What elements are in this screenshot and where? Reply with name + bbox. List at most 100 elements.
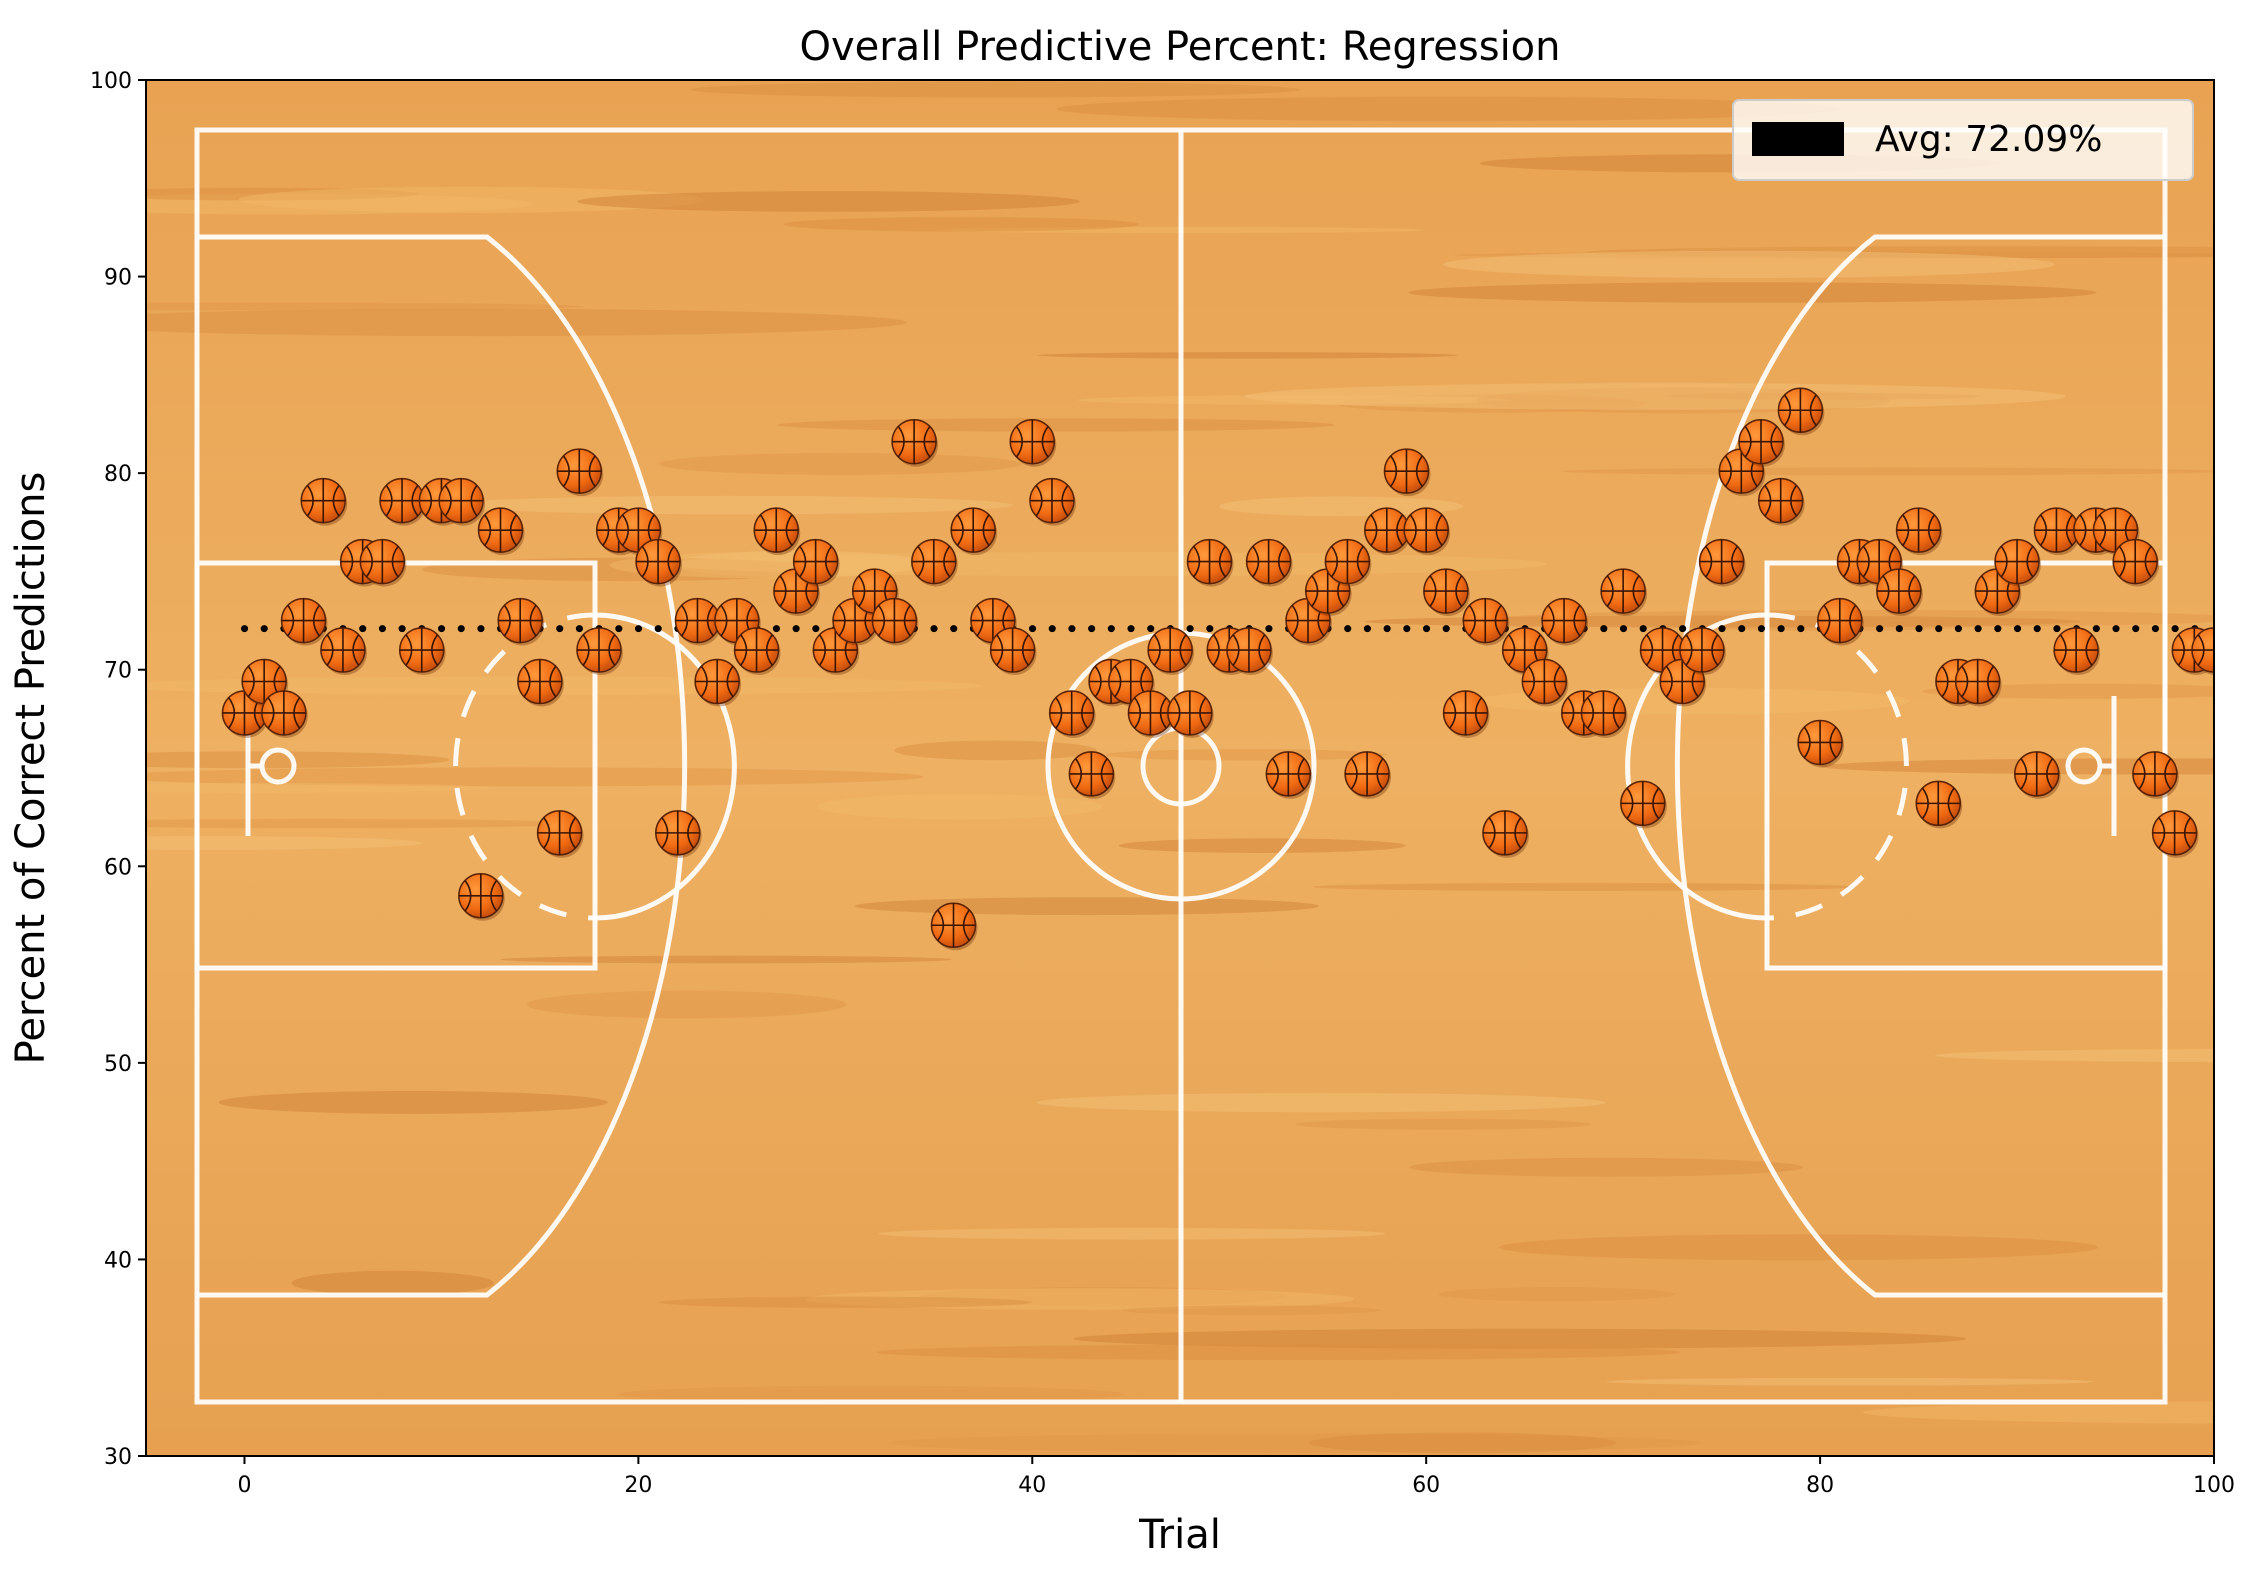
basketball-icon [655,810,702,858]
basketball-icon [1265,751,1313,799]
basketball-icon [2033,507,2081,556]
basketball-icon [792,538,840,587]
basketball-icon [1817,597,1864,646]
basketball-icon [2053,627,2101,676]
y-tick-label: 100 [90,69,132,94]
x-tick-label: 100 [2193,1473,2235,1498]
basketball-icon [458,873,505,921]
basketball-icon [1620,780,1667,829]
basketball-icon [1482,810,1529,858]
x-tick-label: 20 [624,1473,652,1498]
basketball-icon [497,597,545,646]
basketball-icon [1147,627,1195,676]
basketball-icon [871,597,919,646]
data-points [221,387,2214,951]
basketball-icon [398,627,446,676]
basketball-icon [1009,418,1057,467]
basketball-icon [1895,507,1943,556]
basketball-icon [1167,690,1214,738]
basketball-icon [1324,538,1372,587]
basketball-icon [1127,690,1175,738]
basketball-icon [536,810,584,858]
basketball-icon [1186,538,1234,587]
basketball-icon [2112,538,2160,587]
basketball-icon [1068,751,1116,799]
x-axis-ticks: 0 20 40 60 80 100 [237,1456,2235,1498]
y-axis-label: Percent of Correct Predictions [8,472,54,1065]
basketball-icon [1580,690,1628,738]
basketball-icon [1994,538,2042,587]
basketball-icon [556,448,604,497]
x-tick-label: 0 [237,1473,251,1498]
x-axis-label: Trial [1138,1512,1221,1558]
basketball-icon [911,538,958,587]
basketball-icon [517,658,564,707]
legend: Avg: 72.09% [1732,99,2194,181]
y-tick-label: 60 [104,855,132,880]
basketball-icon [2151,810,2199,858]
basketball-icon [261,690,308,738]
basketball-icon [576,627,623,676]
basketball-icon [989,627,1037,676]
basketball-icon [1954,658,2002,707]
basketball-icon [1403,507,1451,556]
basketball-icon [1915,780,1963,829]
basketball-icon [1738,418,1786,467]
basketball-icon [950,507,998,556]
basketball-icon [359,538,407,587]
basketball-icon [714,597,761,646]
basketball-icon [891,418,939,467]
basketball-icon [2013,751,2061,799]
y-axis-ticks: 30 40 50 60 70 80 90 100 [90,69,146,1470]
basketball-icon [674,597,722,646]
basketball-icon [1423,568,1470,617]
basketball-icon [1383,448,1431,497]
basketball-icon [1029,477,1076,526]
x-tick-label: 80 [1806,1473,1834,1498]
basketball-icon [379,477,427,526]
basketball-icon [1876,568,1923,617]
basketball-icon [300,477,348,526]
basketball-icon [1521,658,1569,707]
basketball-icon [1541,597,1589,646]
basketball-icon [320,627,367,676]
y-tick-label: 80 [104,462,132,487]
y-tick-label: 50 [104,1052,132,1077]
chart-title: Overall Predictive Percent: Regression [799,24,1560,70]
court-background [146,80,2214,1456]
y-tick-label: 70 [104,659,132,684]
basketball-icon [1600,568,1648,617]
basketball-icon [438,477,486,526]
basketball-icon [1679,627,1726,676]
basketball-icon [1442,690,1490,738]
basketball-icon [1797,719,1845,768]
basketball-icon [1344,751,1392,799]
basketball-icon [1698,538,1746,587]
basketball-icon [2191,627,2214,675]
basketball-icon [280,597,328,646]
legend-entry: Avg: 72.09% [1875,119,2103,160]
x-tick-label: 40 [1018,1473,1046,1498]
basketball-icon [1364,507,1411,556]
legend-swatch [1752,122,1844,156]
basketball-icon [753,507,801,556]
legend-box [1732,99,2194,181]
basketball-icon [733,627,781,676]
basketball-icon [930,902,978,951]
basketball-icon [1462,597,1510,646]
basketball-icon [635,538,683,587]
x-tick-label: 60 [1412,1473,1440,1498]
y-tick-label: 90 [104,266,132,291]
y-tick-label: 30 [104,1445,132,1470]
basketball-icon [1777,387,1825,436]
basketball-icon [1757,477,1805,526]
basketball-icon [694,658,742,707]
axes-frame [145,79,2215,1457]
basketball-icon [1048,690,1096,738]
basketball-icon [477,507,525,556]
basketball-icon [1226,627,1273,676]
basketball-icon [2132,751,2179,799]
y-tick-label: 40 [104,1248,132,1273]
